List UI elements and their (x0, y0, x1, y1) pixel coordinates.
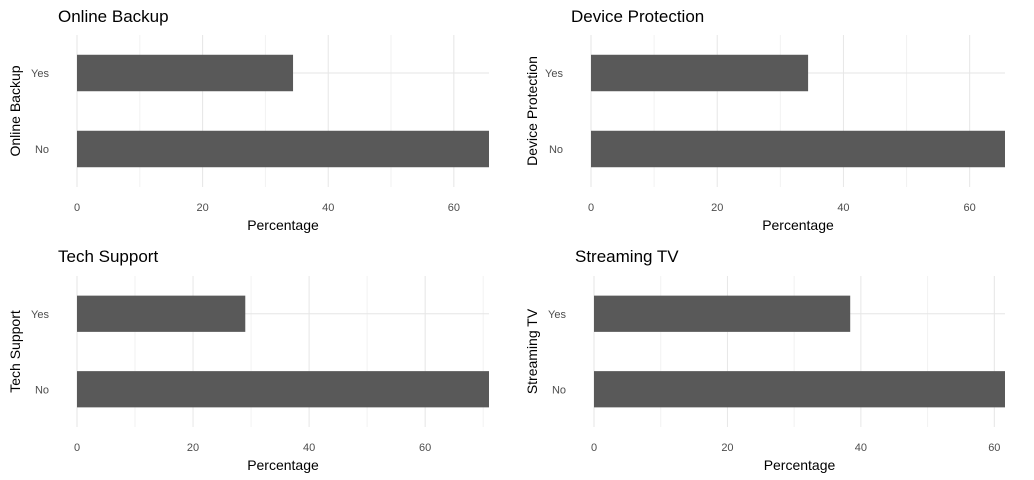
tech-support-y-axis-title: Tech Support (7, 310, 23, 393)
device-protection-bar-no (591, 130, 1005, 168)
streaming-tv-x-tick-label: 40 (855, 442, 867, 454)
tech-support-y-tick-label: Yes (31, 309, 49, 321)
online-backup-y-axis-title: Online Backup (7, 65, 23, 156)
online-backup-x-tick-label: 40 (322, 202, 334, 214)
online-backup-x-axis-title: Percentage (247, 217, 319, 233)
device-protection-bar-yes (591, 54, 809, 92)
online-backup-panel-title: Online Backup (58, 7, 169, 26)
streaming-tv-y-tick-label: Yes (548, 309, 566, 321)
tech-support-x-tick-label: 20 (187, 442, 199, 454)
tech-support-bar-no (77, 371, 489, 408)
tech-support-x-tick-label: 40 (303, 442, 315, 454)
streaming-tv-bar-no (594, 371, 1005, 408)
device-protection-x-tick-label: 0 (588, 202, 594, 214)
device-protection-panel-title: Device Protection (571, 7, 704, 26)
tech-support-x-tick-label: 0 (74, 442, 80, 454)
tech-support-x-axis-title: Percentage (247, 457, 319, 473)
device-protection-x-tick-label: 60 (964, 202, 976, 214)
tech-support-panel-title: Tech Support (58, 247, 158, 266)
online-backup-bar-no (77, 130, 489, 168)
online-backup-y-tick-label: Yes (31, 68, 49, 80)
device-protection-x-tick-label: 20 (711, 202, 723, 214)
streaming-tv-y-tick-label: No (552, 384, 566, 396)
device-protection-x-tick-label: 40 (837, 202, 849, 214)
streaming-tv-y-axis-title: Streaming TV (524, 308, 540, 394)
device-protection-y-tick-label: Yes (545, 68, 563, 80)
streaming-tv-x-axis-title: Percentage (764, 457, 836, 473)
online-backup-x-tick-label: 60 (448, 202, 460, 214)
tech-support-bar-yes (77, 295, 246, 332)
online-backup-bar-yes (77, 54, 294, 92)
device-protection-y-tick-label: No (549, 144, 563, 156)
online-backup-y-tick-label: No (35, 144, 49, 156)
streaming-tv-x-tick-label: 0 (591, 442, 597, 454)
tech-support-x-tick-label: 60 (419, 442, 431, 454)
online-backup-x-tick-label: 20 (196, 202, 208, 214)
tech-support-y-tick-label: No (35, 384, 49, 396)
streaming-tv-x-tick-label: 60 (988, 442, 1000, 454)
streaming-tv-x-tick-label: 20 (721, 442, 733, 454)
streaming-tv-panel-title: Streaming TV (575, 247, 679, 266)
online-backup-x-tick-label: 0 (74, 202, 80, 214)
device-protection-y-axis-title: Device Protection (524, 56, 540, 166)
streaming-tv-bar-yes (594, 295, 851, 332)
device-protection-x-axis-title: Percentage (762, 217, 834, 233)
